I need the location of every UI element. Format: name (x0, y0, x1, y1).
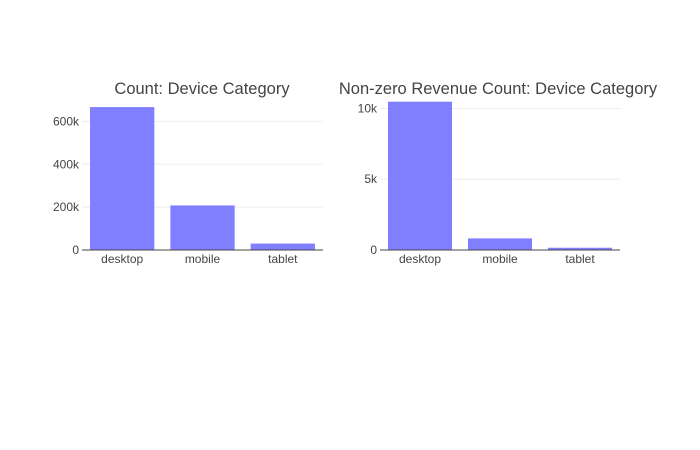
x-tick-label: mobile (482, 252, 518, 266)
bar-mobile (468, 238, 532, 250)
bar-mobile (170, 205, 235, 250)
bar-desktop (90, 107, 155, 250)
chart-title: Count: Device Category (114, 80, 290, 98)
x-axis-ticks: desktop mobile tablet (399, 252, 595, 266)
y-axis-ticks: 0 5k 10k (358, 101, 378, 257)
y-tick-label: 600k (53, 114, 80, 128)
x-tick-label: mobile (185, 252, 221, 266)
chart-nonzero-revenue-count-device-category: Non-zero Revenue Count: Device Category … (339, 80, 658, 266)
bars (90, 107, 315, 250)
bar-desktop (388, 101, 452, 250)
x-tick-label: desktop (101, 252, 143, 266)
x-tick-label: tablet (268, 252, 298, 266)
bars (388, 101, 612, 250)
y-tick-label: 0 (370, 243, 377, 257)
x-axis-ticks: desktop mobile tablet (101, 252, 298, 266)
y-tick-label: 10k (358, 101, 378, 115)
x-tick-label: tablet (565, 252, 595, 266)
y-tick-label: 400k (53, 157, 80, 171)
bar-tablet (250, 243, 315, 250)
bar-tablet (548, 247, 612, 250)
y-axis-ticks: 0 200k 400k 600k (53, 114, 80, 257)
y-tick-label: 200k (53, 200, 80, 214)
chart-title: Non-zero Revenue Count: Device Category (339, 80, 658, 98)
chart-count-device-category: Count: Device Category 0 200k 400k 600k des… (53, 80, 323, 266)
y-tick-label: 5k (364, 172, 378, 186)
x-tick-label: desktop (399, 252, 441, 266)
y-tick-label: 0 (72, 243, 79, 257)
